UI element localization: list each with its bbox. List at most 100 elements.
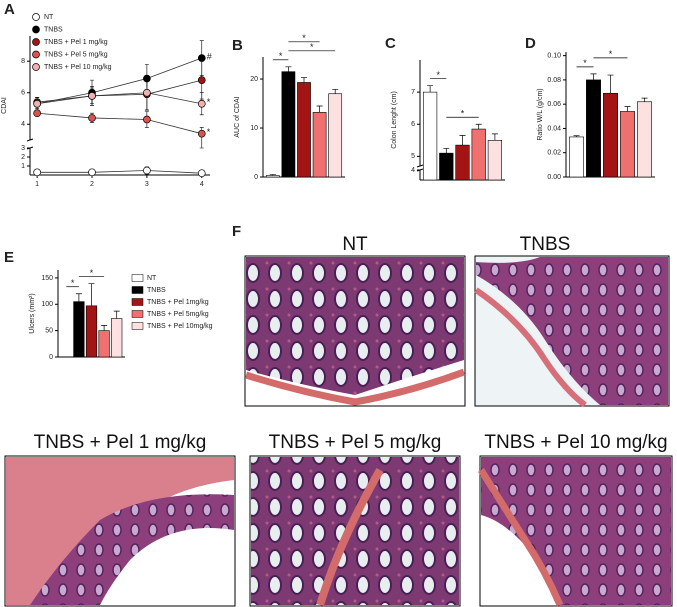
- bar: [85, 305, 98, 358]
- series-line: [37, 57, 202, 105]
- histology-tnbs: TNBS: [474, 234, 670, 408]
- error-bar: [316, 105, 323, 113]
- bar: [603, 92, 618, 178]
- legend-marker: [32, 63, 40, 71]
- legend-label: TNBS: [44, 26, 63, 33]
- series-line: [37, 79, 202, 103]
- bar: [73, 301, 85, 358]
- x-tick-label: 2: [90, 181, 94, 188]
- bar: [471, 128, 486, 181]
- legend-label: TNBS + Pel 5mg/kg: [147, 311, 209, 318]
- y-tick-label: 6: [21, 90, 25, 97]
- error-bar: [475, 123, 482, 130]
- x-tick-label: 1: [35, 181, 39, 188]
- legend-swatch: [131, 310, 144, 318]
- bar: [98, 330, 110, 358]
- y-tick-label: 5: [411, 153, 415, 160]
- y-axis-label: Colon Lenght (cm): [391, 91, 398, 149]
- point: [197, 76, 206, 84]
- point: [197, 129, 206, 138]
- error-bar: [607, 74, 614, 94]
- panel-label: D: [525, 35, 536, 52]
- significance-label: *: [279, 51, 283, 61]
- error-bar: [491, 133, 498, 141]
- x-tick-label: 4: [200, 181, 204, 188]
- y-axis-label: Ulcers (mm²): [29, 293, 36, 333]
- y-tick-label: 50: [45, 327, 53, 334]
- point: [197, 169, 206, 178]
- histology-nt: NT: [244, 234, 466, 407]
- error-bar: [75, 293, 82, 302]
- y-tick-label: 6: [411, 121, 415, 128]
- bar: [422, 91, 438, 181]
- panel-label: C: [385, 35, 396, 52]
- error-bar: [285, 66, 292, 72]
- y-tick-label: 4: [411, 167, 415, 174]
- legend-label: TNBS + Pel 1mg/kg: [147, 299, 209, 306]
- histology-pel10: TNBS + Pel 10 mg/kg: [478, 432, 673, 607]
- significance-label: *: [436, 70, 440, 80]
- legend-marker: [32, 38, 40, 46]
- bar: [281, 71, 296, 178]
- legend-label: NT: [147, 275, 157, 282]
- image-title: TNBS + Pel 5 mg/kg: [269, 432, 442, 453]
- point-label: *: [207, 127, 211, 137]
- point: [88, 168, 96, 177]
- significance-label: *: [71, 278, 75, 288]
- y-tick-label: 20: [250, 76, 258, 83]
- panel-label: A: [4, 1, 15, 18]
- y-tick-label: 0: [254, 174, 258, 181]
- panel-label: F: [232, 223, 241, 240]
- error-bar: [459, 135, 466, 146]
- legend-swatch: [131, 286, 144, 294]
- legend-swatch: [131, 322, 144, 330]
- bar: [328, 93, 343, 178]
- legend-marker: [32, 50, 40, 59]
- point-label: *: [207, 97, 211, 107]
- histology-pel5: TNBS + Pel 5 mg/kg: [249, 432, 461, 607]
- bar: [620, 111, 635, 178]
- y-tick-label: 10: [250, 125, 258, 132]
- image-title: TNBS + Pel 1 mg/kg: [34, 432, 207, 453]
- significance-label: *: [461, 109, 465, 119]
- legend-label: NT: [44, 14, 54, 21]
- bar: [586, 79, 601, 178]
- point: [143, 115, 151, 124]
- error-bar: [332, 88, 339, 94]
- error-bar: [301, 77, 307, 83]
- error-bar: [427, 85, 434, 93]
- error-bar: [88, 283, 95, 306]
- y-axis-label: AUC of CDAI: [234, 96, 241, 137]
- bar: [312, 112, 327, 178]
- axis-break: [26, 138, 34, 142]
- y-tick-label: 1: [21, 163, 25, 170]
- legend-marker: [32, 13, 40, 21]
- error-bar: [101, 325, 108, 331]
- error-bar: [641, 97, 648, 102]
- bar: [297, 82, 311, 178]
- point: [143, 166, 151, 175]
- panel-label: E: [4, 249, 14, 266]
- y-tick-label: 0.02: [547, 150, 561, 157]
- y-tick-label: 8: [21, 58, 25, 65]
- point: [33, 99, 41, 108]
- bar: [111, 318, 123, 358]
- y-tick-label: 0.00: [547, 174, 561, 181]
- legend-label: TNBS + Pel 10mg/kg: [147, 323, 213, 330]
- image-title: TNBS + Pel 10 mg/kg: [484, 432, 667, 453]
- legend-label: TNBS + Pel 5 mg/kg: [44, 51, 108, 58]
- y-tick-label: 0.04: [547, 125, 561, 132]
- bar: [265, 175, 280, 178]
- y-tick-label: 7: [411, 89, 415, 96]
- y-tick-label: 3: [21, 145, 25, 152]
- y-axis-label: Ratio W/L (g/cm): [537, 88, 544, 140]
- legend-marker: [32, 25, 40, 34]
- point-label: #: [207, 51, 212, 61]
- legend-label: TNBS: [147, 287, 166, 294]
- point: [197, 99, 206, 108]
- series-line: [37, 170, 202, 174]
- y-tick-label: 0.06: [547, 101, 561, 108]
- y-tick-label: 150: [41, 275, 53, 282]
- point: [143, 88, 151, 97]
